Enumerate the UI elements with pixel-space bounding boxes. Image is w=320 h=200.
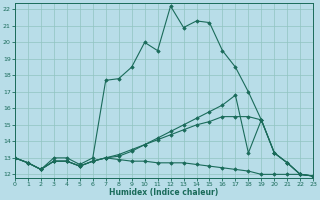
X-axis label: Humidex (Indice chaleur): Humidex (Indice chaleur)	[109, 188, 219, 197]
